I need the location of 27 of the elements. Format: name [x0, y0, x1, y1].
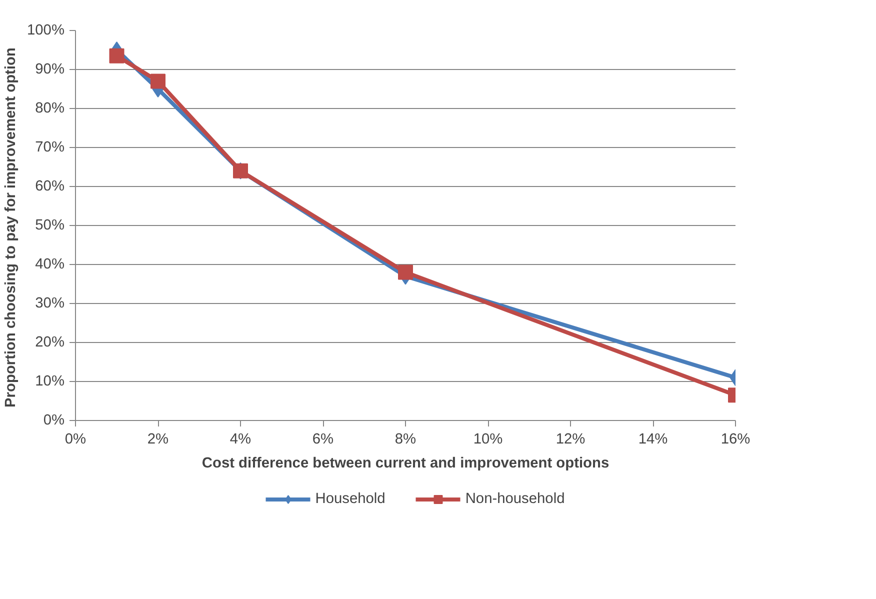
- y-tick-label: 100%: [27, 22, 65, 38]
- point: [150, 74, 166, 89]
- y-tick-label: 60%: [35, 178, 65, 194]
- y-tick-label: 70%: [35, 140, 65, 156]
- y-axis-title: Proportion choosing to pay for improvement option: [3, 48, 20, 408]
- x-tick-label: 2%: [147, 432, 169, 448]
- y-tick-label: 10%: [35, 374, 65, 390]
- y-tick-label: 50%: [35, 218, 65, 234]
- x-tick-label: 8%: [394, 432, 416, 448]
- y-tick-label: 80%: [35, 100, 65, 116]
- y-tick-label: 20%: [35, 334, 65, 350]
- y-tick-label: 30%: [35, 296, 65, 312]
- y-tick-label: 0%: [43, 412, 65, 428]
- y-tick-label: 40%: [35, 256, 65, 272]
- point: [109, 48, 124, 64]
- x-tick-label: 6%: [312, 432, 334, 448]
- x-tick-label: 12%: [556, 432, 586, 448]
- x-tick-label: 14%: [638, 432, 668, 448]
- x-tick-label: 10%: [473, 432, 503, 448]
- y-tick-label: 90%: [35, 62, 65, 78]
- x-tick-label: 16%: [720, 432, 750, 448]
- legend-label: Household: [315, 491, 386, 507]
- x-axis-title: Cost difference between current and improvement options: [202, 456, 610, 472]
- point: [398, 264, 413, 280]
- legend-label: Non-household: [465, 491, 565, 507]
- x-tick-label: 4%: [230, 432, 252, 448]
- x-tick-label: 0%: [64, 432, 86, 448]
